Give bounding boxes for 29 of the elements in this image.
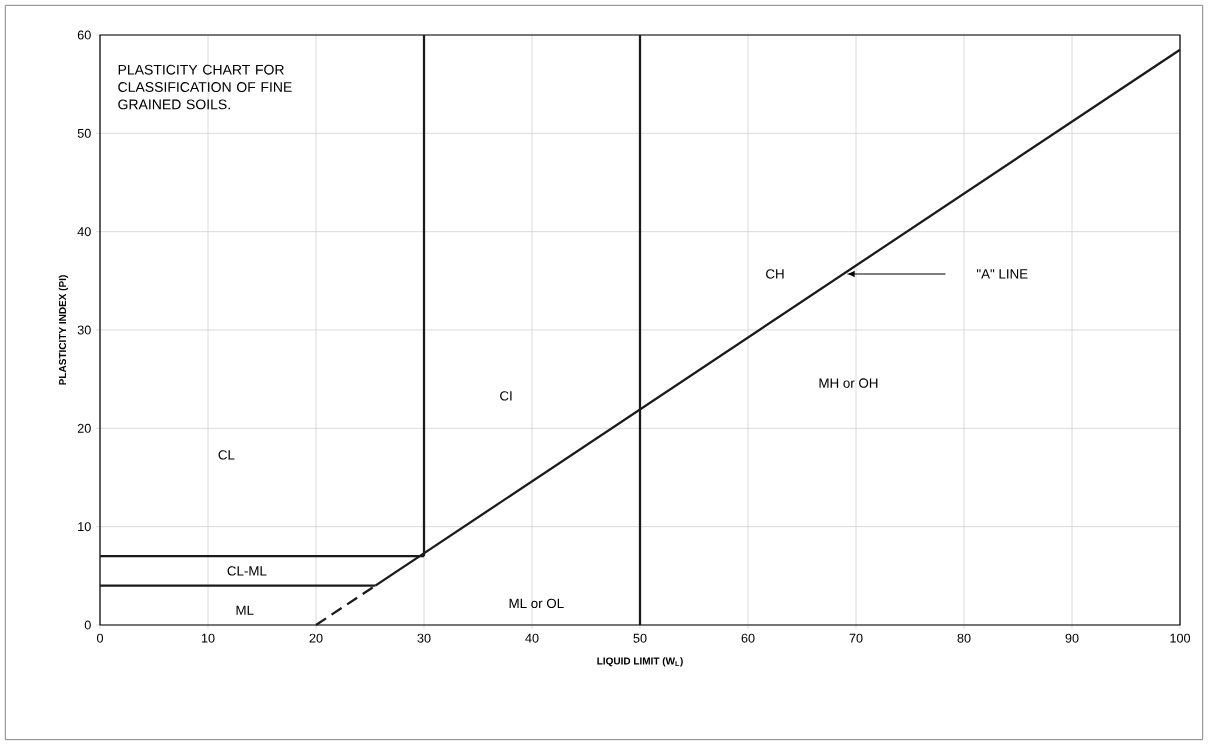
- x-tick-label: 100: [1170, 633, 1191, 643]
- x-tick-label: 50: [633, 633, 647, 643]
- x-tick-label: 60: [741, 633, 755, 643]
- y-tick-label: 30: [77, 325, 91, 335]
- annotation: CL-ML: [227, 566, 267, 576]
- y-axis-title: PLASTICITY INDEX (PI): [58, 275, 69, 385]
- x-axis-title: LIQUID LIMIT (W$_{L}$): [597, 657, 683, 667]
- annotation: CH: [766, 269, 784, 279]
- x-tick-label: 90: [1065, 633, 1079, 643]
- x-tick-label: 80: [957, 633, 971, 643]
- x-tick-label: 0: [96, 633, 104, 643]
- y-tick-label: 40: [77, 227, 91, 237]
- annotation: MH or OH: [819, 378, 878, 388]
- y-tick-label: 20: [77, 423, 91, 433]
- annotation: ML: [236, 605, 254, 615]
- y-tick-label: 50: [77, 128, 91, 138]
- annotation: "A" LINE: [976, 269, 1028, 279]
- x-tick-label: 20: [309, 633, 323, 643]
- text: PLASTICITY CHART FOR CLASSIFICATION OF FINE GRAINED SOILS.: [118, 64, 292, 110]
- annotation: CI: [500, 391, 512, 401]
- annotation: CL: [218, 450, 235, 460]
- y-tick-label: 10: [78, 522, 91, 532]
- annotation: ML or OL: [509, 598, 564, 609]
- y-tick-label: 0: [84, 620, 91, 630]
- y-tick-label: 60: [77, 30, 91, 40]
- x-tick-label: 30: [417, 633, 431, 643]
- x-tick-label: 70: [849, 633, 863, 643]
- x-tick-label: 40: [525, 633, 539, 643]
- x-tick-label: 10: [201, 633, 215, 643]
